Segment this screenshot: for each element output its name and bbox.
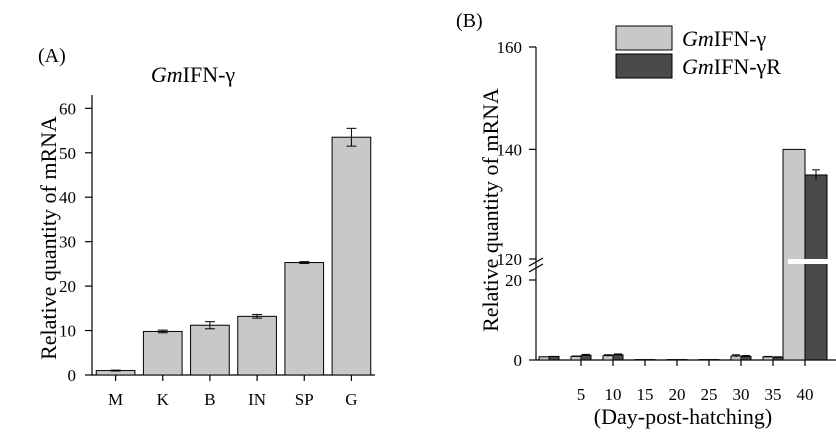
- panel-a-x-tick-label: M: [108, 390, 123, 409]
- panel-b-y-tick-label: 120: [497, 250, 523, 269]
- panel-a-bars: [95, 127, 372, 376]
- panel-b: (B) Relative quantity of mRNA (Day-post-…: [456, 10, 836, 429]
- panel-a-axes: [85, 95, 375, 381]
- panel-a-title: GmIFN-γ: [151, 62, 236, 87]
- panel-b-y-tick-label: 140: [497, 140, 523, 159]
- panel-a-bar: [142, 330, 183, 376]
- panel-b-axis-break: [528, 257, 544, 267]
- panel-b-x-tick-label: 25: [701, 385, 718, 404]
- panel-b-x-axis-label: (Day-post-hatching): [594, 404, 772, 429]
- panel-a-bar: [237, 315, 277, 376]
- panel-a-label: (A): [38, 45, 66, 67]
- panel-a-y-axis-label: Relative quantity of mRNA: [36, 116, 61, 360]
- panel-b-bar: [804, 174, 828, 361]
- legend-label-gmifn-gamma-r: GmIFN-γR: [682, 54, 781, 79]
- panel-a-bar: [190, 324, 230, 376]
- panel-b-bar: [548, 355, 560, 361]
- panel-b-y-axis-label: Relative quantity of mRNA: [478, 88, 503, 332]
- panel-a-x-tick-label: B: [204, 390, 215, 409]
- panel-a-y-tick-label: 40: [59, 188, 76, 207]
- panel-b-bar: [782, 148, 806, 361]
- panel-a-y-tick-label: 30: [59, 233, 76, 252]
- panel-b-x-tick-label: 20: [669, 385, 686, 404]
- panel-a-y-tick-label: 10: [59, 322, 76, 341]
- panel-b-x-tick-label: 40: [797, 385, 814, 404]
- panel-a-y-tick-label: 0: [68, 366, 77, 385]
- panel-a-ticks: 0 10 20 30 40 50 60 M K B IN SP G: [59, 99, 358, 409]
- panel-b-y-tick-label: 160: [497, 38, 523, 57]
- panel-b-bars: [538, 148, 836, 361]
- legend: GmIFN-γ GmIFN-γR: [615, 25, 781, 79]
- panel-b-label: (B): [456, 10, 483, 32]
- legend-swatch-gmifn-gamma: [615, 25, 673, 51]
- panel-b-bar: [538, 356, 550, 361]
- panel-a-bar: [331, 136, 372, 376]
- panel-b-y-tick-label: 0: [514, 351, 523, 370]
- panel-b-y-tick-label: 20: [505, 271, 522, 290]
- panel-a-y-tick-label: 50: [59, 144, 76, 163]
- panel-a-x-tick-label: K: [157, 390, 170, 409]
- panel-a-y-tick-label: 20: [59, 277, 76, 296]
- panel-b-x-tick-label: 10: [605, 385, 622, 404]
- panel-b-axis-break: [528, 263, 544, 273]
- panel-a-x-tick-label: SP: [295, 390, 314, 409]
- panel-a-x-tick-label: IN: [248, 390, 266, 409]
- panel-b-bar: [570, 355, 582, 361]
- panel-b-bar: [772, 356, 784, 361]
- panel-a: (A) GmIFN-γ Relative quantity of mRNA 0 1…: [36, 45, 375, 409]
- panel-b-ticks: 0 20 120 140 160 5 10 15 20 25 30 35 40: [497, 38, 814, 404]
- panel-b-bar: [762, 356, 774, 361]
- legend-label-gmifn-gamma: GmIFN-γ: [682, 26, 767, 51]
- panel-b-bar-break: [788, 259, 836, 264]
- legend-swatch-gmifn-gamma-r: [615, 53, 673, 79]
- panel-a-y-tick-label: 60: [59, 99, 76, 118]
- panel-b-x-tick-label: 15: [637, 385, 654, 404]
- panel-a-x-tick-label: G: [345, 390, 357, 409]
- panel-b-x-tick-label: 5: [577, 385, 586, 404]
- panel-b-x-tick-label: 35: [765, 385, 782, 404]
- panel-b-x-tick-label: 30: [733, 385, 750, 404]
- panel-a-bar: [284, 262, 325, 376]
